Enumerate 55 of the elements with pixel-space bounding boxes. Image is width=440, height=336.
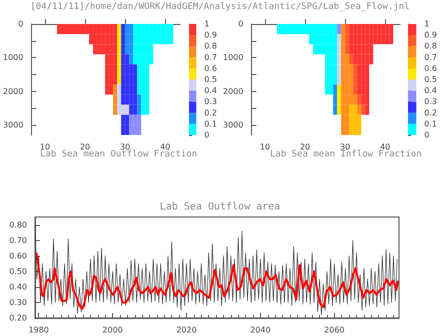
y-tick-label: 0.30 [9, 298, 27, 307]
color-bar-label: 0.4 [204, 86, 218, 96]
x-tick-label: 2060 [324, 326, 345, 334]
y-tick-label: 0 [18, 20, 24, 28]
color-bar-label: 0.3 [204, 97, 218, 106]
x-tick-label: 20 [80, 142, 90, 152]
x-tick-label: 20 [300, 142, 310, 152]
color-bar-label: 0.5 [424, 75, 438, 84]
y-tick-label: 1000 [223, 53, 244, 62]
color-bar-label: 0.3 [424, 97, 438, 106]
color-bar-label: 0 [424, 130, 430, 140]
y-tick-label: 3000 [223, 120, 244, 130]
color-bar-label: 0.5 [204, 75, 218, 84]
line-series [35, 252, 399, 310]
y-tick-label: 2000 [3, 86, 24, 96]
chart-title: Lab Sea Outflow area [160, 202, 280, 212]
text: [04/11/11]/home/dan/WORK/HadGEM/Analysis/Atlantic/SPG/Lab_Sea_Flow.jnl [29, 2, 411, 12]
color-bar-label: 0 [204, 130, 210, 140]
y-tick-label: 1000 [3, 53, 24, 62]
color-bar-label: 0.2 [204, 108, 218, 118]
x-tick-label: 40 [160, 142, 170, 152]
y-tick-label: 0 [238, 20, 244, 28]
color-bar-label: 0.2 [424, 108, 438, 118]
color-bar-label: 0.8 [424, 42, 438, 51]
y-tick-label: 3000 [3, 120, 24, 130]
color-bar-label: 0.6 [204, 64, 218, 73]
color-bar-label: 1 [424, 20, 430, 28]
x-tick-label: 10 [260, 142, 270, 152]
x-tick-label: 1980 [28, 326, 49, 334]
y-tick-label: 0.80 [9, 220, 27, 230]
y-tick-label: 0.70 [9, 236, 27, 245]
color-bar-label: 0.1 [424, 119, 438, 128]
x-tick-label: 10 [40, 142, 50, 152]
x-tick-label: 40 [380, 142, 390, 152]
line-series [34, 224, 398, 316]
y-tick-label: 0.60 [9, 251, 27, 260]
color-bar-label: 0.7 [424, 52, 438, 62]
color-bar-label: 0.8 [204, 42, 218, 51]
y-tick-label: 0.20 [9, 314, 27, 322]
y-tick-label: 0.50 [9, 266, 27, 276]
x-axis-title: Lab Sea mean Inflow Fraction [270, 150, 422, 160]
color-bar-label: 0.4 [424, 86, 438, 96]
color-bar-label: 0.1 [204, 119, 218, 128]
color-bar-label: 1 [204, 20, 210, 28]
x-tick-label: 2040 [250, 326, 271, 334]
x-tick-label: 30 [340, 142, 350, 152]
y-tick-label: 2000 [223, 86, 244, 96]
y-tick-label: 0.40 [9, 282, 27, 292]
x-tick-label: 2000 [102, 326, 123, 334]
x-tick-label: 2020 [176, 326, 197, 334]
x-axis-title: Lab Sea mean Outflow Fraction [40, 150, 198, 160]
color-bar-label: 0.9 [424, 30, 438, 40]
color-bar-label: 0.9 [204, 30, 218, 40]
color-bar-label: 0.7 [204, 52, 218, 62]
color-bar-label: 0.6 [424, 64, 438, 73]
